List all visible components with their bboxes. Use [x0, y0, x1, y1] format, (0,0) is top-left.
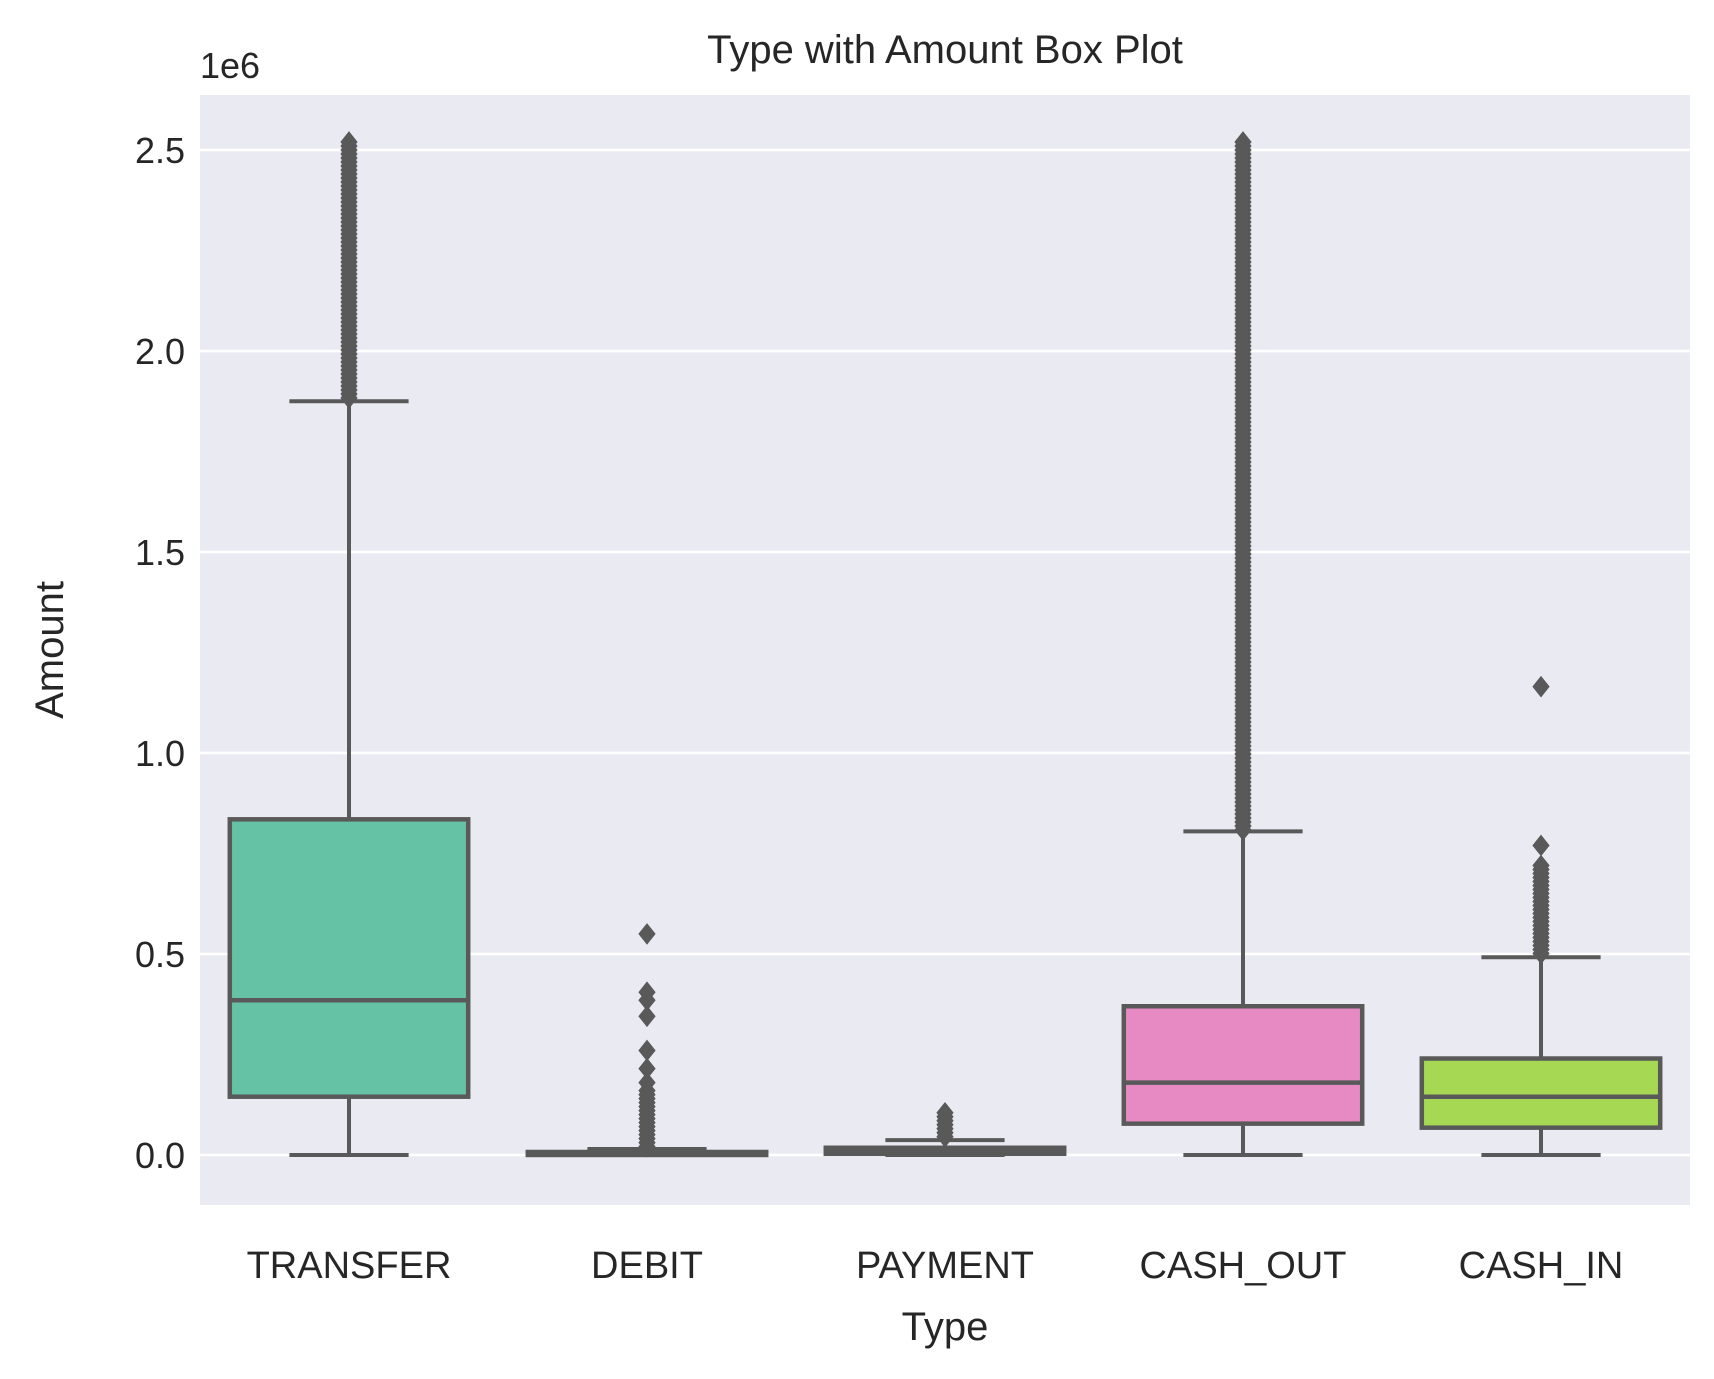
- outlier-point: [1532, 675, 1550, 698]
- outlier-point: [638, 981, 656, 1003]
- x-axis-label: Type: [902, 1305, 989, 1349]
- y-offset-label: 1e6: [200, 45, 260, 86]
- y-tick-label: 1.5: [135, 532, 185, 573]
- outlier-point: [1532, 834, 1550, 857]
- x-tick-labels: TRANSFER DEBIT PAYMENT CASH_OUT CASH_IN: [247, 1245, 1624, 1287]
- box-transfer: [227, 131, 471, 1157]
- y-axis-label: Amount: [28, 581, 72, 719]
- x-tick-label: CASH_IN: [1459, 1245, 1624, 1287]
- y-tick-label: 0.5: [135, 934, 185, 975]
- y-tick-label: 2.5: [135, 130, 185, 171]
- x-tick-label: TRANSFER: [247, 1245, 452, 1287]
- y-tick-labels: 0.0 0.5 1.0 1.5 2.0 2.5: [135, 130, 185, 1176]
- box-payment: [823, 1101, 1067, 1157]
- x-tick-label: CASH_OUT: [1140, 1245, 1347, 1287]
- outlier-cluster: [340, 131, 358, 409]
- y-tick-label: 2.0: [135, 331, 185, 372]
- outlier-point: [638, 1071, 656, 1094]
- outlier-point: [638, 1057, 656, 1080]
- outlier-cluster: [638, 1079, 656, 1158]
- box-series: [227, 131, 1663, 1158]
- box-cash-out: [1121, 131, 1365, 1157]
- outlier-cluster: [1532, 854, 1550, 965]
- outlier-point: [638, 923, 656, 945]
- x-tick-label: PAYMENT: [856, 1245, 1034, 1287]
- chart-title: Type with Amount Box Plot: [707, 28, 1183, 72]
- box-iqr: [1419, 1056, 1663, 1130]
- outlier-cluster: [936, 1101, 954, 1148]
- box-debit: [525, 923, 769, 1158]
- x-tick-label: DEBIT: [591, 1245, 703, 1287]
- outlier-point: [638, 1039, 656, 1062]
- box-iqr: [227, 817, 471, 1099]
- box-cash-in: [1419, 675, 1663, 1157]
- y-tick-label: 1.0: [135, 733, 185, 774]
- outlier-point: [638, 1005, 656, 1028]
- y-tick-label: 0.0: [135, 1135, 185, 1176]
- outlier-cluster: [1234, 131, 1252, 841]
- box-iqr: [1121, 1004, 1365, 1126]
